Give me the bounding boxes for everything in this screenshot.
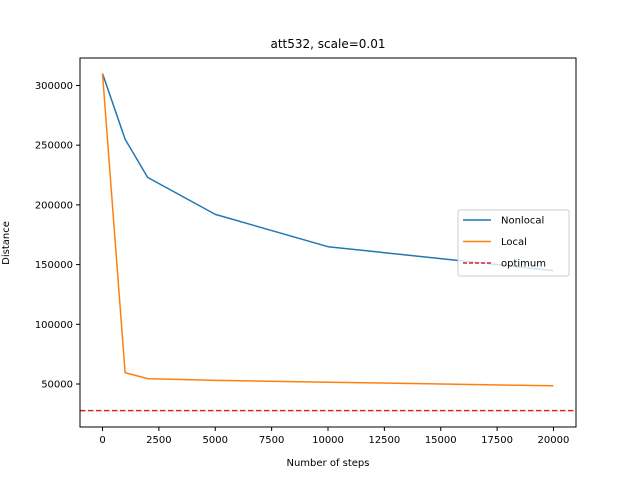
- legend-label: Nonlocal: [501, 216, 544, 227]
- x-tick-label: 5000: [203, 435, 228, 446]
- y-axis-label: Distance: [1, 221, 12, 265]
- chart-title: att532, scale=0.01: [271, 37, 386, 51]
- legend: Nonlocal Local optimum: [457, 209, 570, 277]
- y-tick-label: 200000: [35, 200, 73, 211]
- x-tick-label: 0: [99, 435, 105, 446]
- x-tick-label: 20000: [538, 435, 570, 446]
- y-tick-label: 250000: [35, 141, 73, 152]
- x-tick-label: 7500: [259, 435, 284, 446]
- legend-box: [457, 209, 570, 277]
- x-axis: 0 2500 5000 7500 10000 12500 15000 17500 20000: [99, 427, 569, 446]
- legend-label: Local: [501, 237, 527, 248]
- y-axis: 50000 100000 150000 200000 250000 300000: [35, 81, 80, 391]
- y-tick-label: 300000: [35, 81, 73, 92]
- x-tick-label: 12500: [368, 435, 400, 446]
- series-line-nonlocal: [101, 73, 554, 272]
- x-tick-label: 10000: [312, 435, 344, 446]
- y-tick-label: 150000: [35, 260, 73, 271]
- legend-label: optimum: [501, 259, 546, 270]
- series-line-local: [101, 73, 554, 387]
- plot-lines: [80, 73, 576, 412]
- x-tick-label: 15000: [425, 435, 457, 446]
- y-tick-label: 50000: [41, 380, 73, 391]
- y-tick-label: 100000: [35, 320, 73, 331]
- x-tick-label: 17500: [481, 435, 513, 446]
- x-tick-label: 2500: [146, 435, 171, 446]
- x-axis-label: Number of steps: [286, 458, 369, 469]
